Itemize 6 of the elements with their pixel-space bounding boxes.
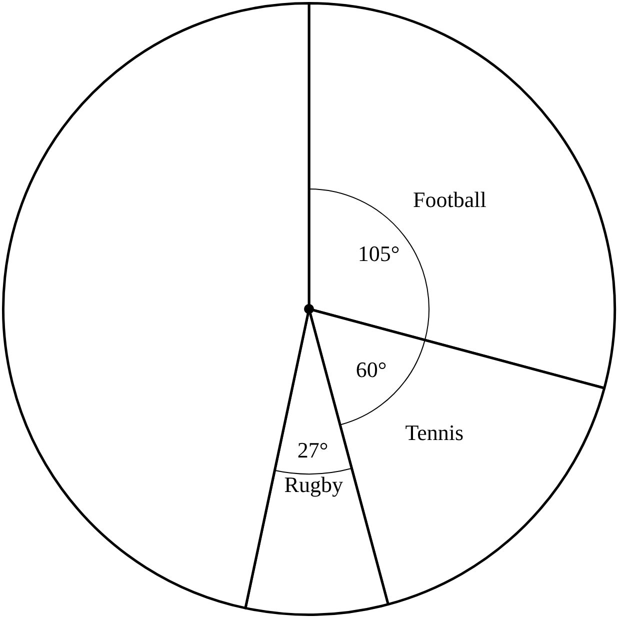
slice-label: Rugby — [284, 472, 343, 498]
slice-label: Tennis — [405, 420, 464, 446]
slice-label: Football — [413, 186, 486, 212]
data-label: 27° — [297, 438, 328, 463]
data-label: 60° — [356, 357, 387, 382]
data-label: 105° — [358, 241, 400, 266]
